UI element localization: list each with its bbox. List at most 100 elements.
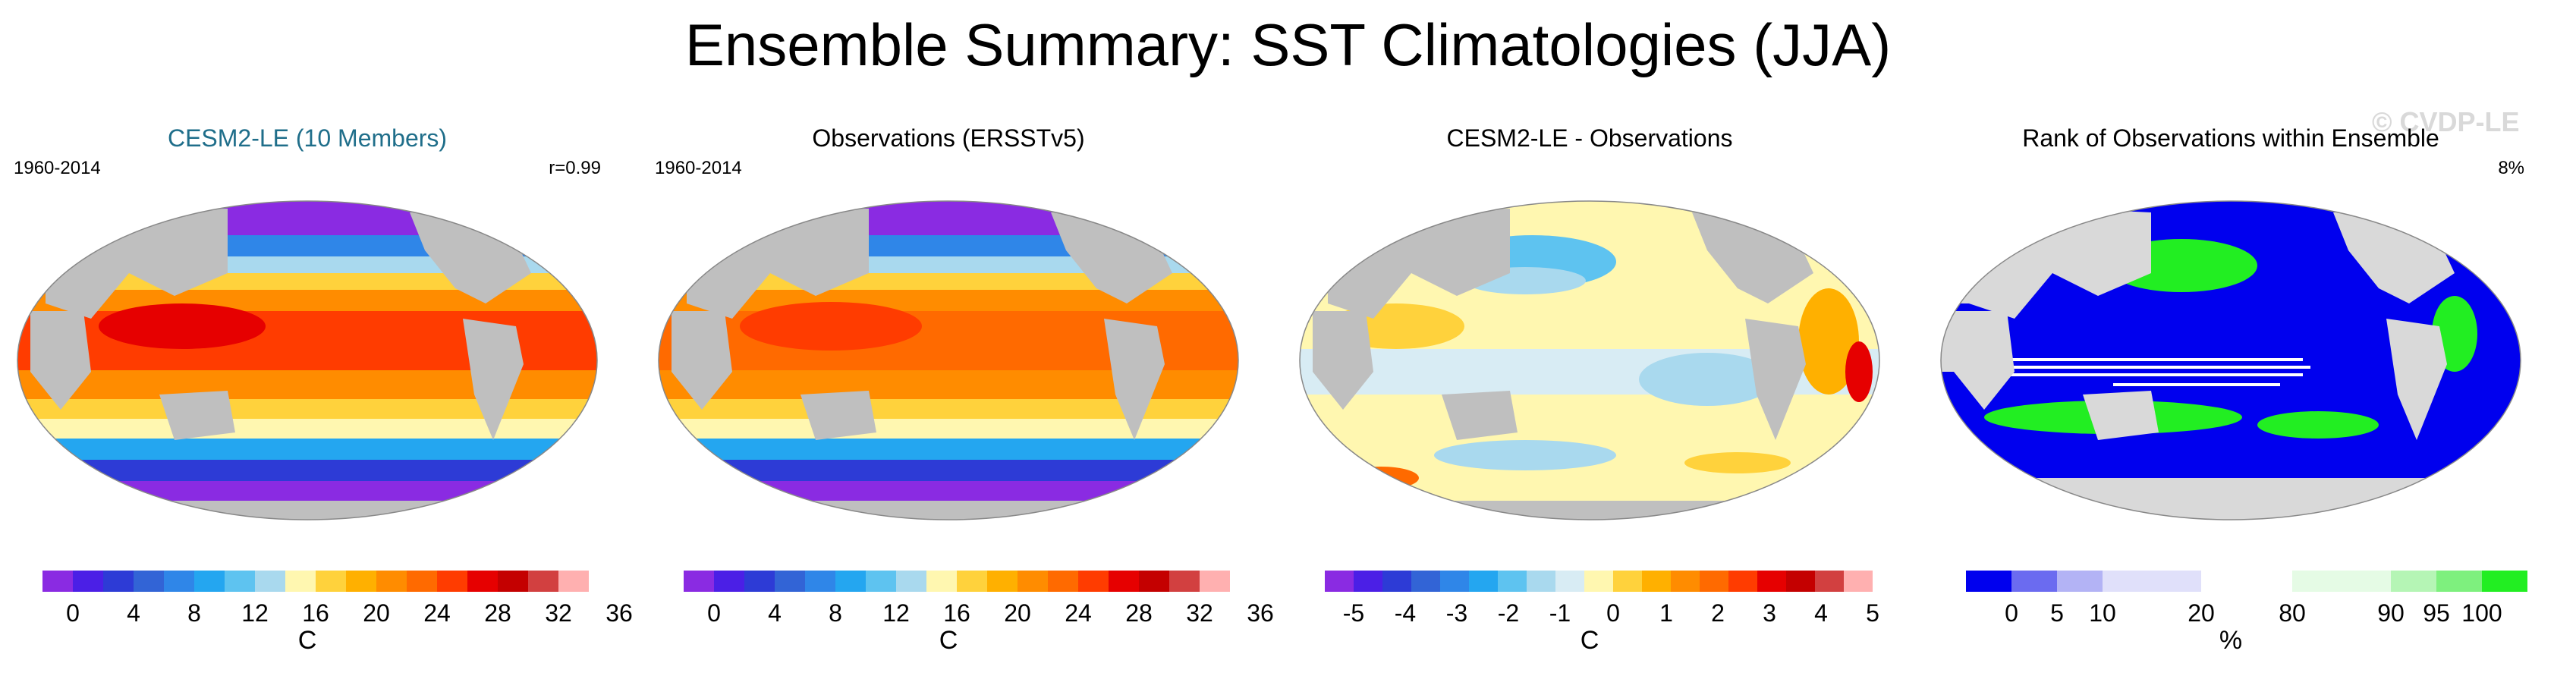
colorbar-swatch xyxy=(2292,571,2391,592)
colorbar-swatch xyxy=(1671,571,1700,592)
colorbar-swatch xyxy=(467,571,498,592)
tick-label: 0 xyxy=(66,599,80,627)
colorbar-swatch xyxy=(896,571,926,592)
colorbar-swatch xyxy=(1169,571,1200,592)
panel-difference: CESM2-LE - Observations xyxy=(1282,121,1897,676)
colorbar xyxy=(1966,571,2527,592)
land-antarctica xyxy=(1941,478,2521,520)
land-south-america xyxy=(1745,319,1806,440)
colorbar-swatch xyxy=(2103,571,2201,592)
rank-percent-label: 8% xyxy=(2498,158,2524,178)
colorbar-swatch xyxy=(194,571,225,592)
colorbar-swatch xyxy=(2391,571,2436,592)
colorbar-swatch xyxy=(1200,571,1230,592)
colorbar-swatch xyxy=(1844,571,1873,592)
colorbar-swatch xyxy=(1048,571,1078,592)
tick-label: 5 xyxy=(2050,599,2064,627)
figure-title: Ensemble Summary: SST Climatologies (JJA… xyxy=(684,11,1892,78)
tick-label: 32 xyxy=(545,599,572,627)
tick-label: 0 xyxy=(1606,599,1620,627)
colorbar-swatch xyxy=(1018,571,1048,592)
tick-label: 16 xyxy=(943,599,970,627)
panel-title: CESM2-LE (10 Members) xyxy=(167,124,448,152)
tick-label: 20 xyxy=(1004,599,1031,627)
warm-pool xyxy=(99,303,266,349)
tick-label: 4 xyxy=(127,599,140,627)
colorbar-swatch xyxy=(1469,571,1498,592)
colorbar-swatch xyxy=(73,571,103,592)
land-africa xyxy=(1313,311,1373,410)
land-africa xyxy=(672,311,732,410)
tick-label: 16 xyxy=(302,599,329,627)
land-antarctica xyxy=(1300,501,1879,520)
tick-label: -5 xyxy=(1342,599,1365,627)
period-label: 1960-2014 xyxy=(655,158,742,178)
colorbar-swatch xyxy=(498,571,528,592)
tick-label: 100 xyxy=(2461,599,2502,627)
colorbar-swatch xyxy=(1354,571,1382,592)
colorbar-swatch xyxy=(1325,571,1354,592)
tick-label: 20 xyxy=(2188,599,2215,627)
colorbar-swatch xyxy=(805,571,835,592)
colorbar-swatch xyxy=(285,571,316,592)
sst-map xyxy=(17,200,598,520)
colorbar-swatch xyxy=(1555,571,1584,592)
tick-label: 0 xyxy=(2005,599,2018,627)
land-south-america xyxy=(1104,319,1165,440)
colorbar xyxy=(684,571,1230,592)
panel-observations-climatology: Observations (ERSSTv5) 1960-2014 xyxy=(641,121,1274,676)
tick-label: 20 xyxy=(363,599,390,627)
colorbar-swatch xyxy=(134,571,164,592)
land-south-america xyxy=(2386,319,2447,440)
tick-label: 12 xyxy=(882,599,910,627)
tick-label: 95 xyxy=(2423,599,2450,627)
tick-label: -2 xyxy=(1497,599,1520,627)
colorbar-unit: C xyxy=(297,626,317,655)
tick-label: -3 xyxy=(1445,599,1468,627)
colorbar xyxy=(1325,571,1873,592)
colorbar-swatch xyxy=(684,571,714,592)
colorbar-swatch xyxy=(1411,571,1440,592)
tick-label: 4 xyxy=(768,599,782,627)
tick-label: -4 xyxy=(1394,599,1417,627)
warm-bias-atlantic xyxy=(1798,288,1859,395)
panel-rank: Rank of Observations within Ensemble 8% xyxy=(1923,121,2538,676)
colorbar-swatch xyxy=(1078,571,1109,592)
colorbar-unit: % xyxy=(2219,626,2243,655)
colorbar-swatch xyxy=(407,571,437,592)
panel-title: Rank of Observations within Ensemble xyxy=(2022,124,2439,152)
colorbar xyxy=(42,571,589,592)
colorbar-swatch xyxy=(1815,571,1844,592)
colorbar-swatch xyxy=(316,571,346,592)
colorbar-swatch xyxy=(1728,571,1757,592)
colorbar-swatch xyxy=(1966,571,2011,592)
panel-title: Observations (ERSSTv5) xyxy=(812,124,1085,152)
colorbar-swatch xyxy=(2011,571,2057,592)
cold-bias-east-pacific xyxy=(1639,353,1776,406)
land-australia xyxy=(800,391,876,440)
tick-label: 2 xyxy=(1711,599,1725,627)
colorbar-swatch xyxy=(2201,571,2292,592)
colorbar-swatch xyxy=(1109,571,1139,592)
tick-label: 12 xyxy=(241,599,269,627)
tick-label: -1 xyxy=(1549,599,1571,627)
colorbar-swatch xyxy=(1139,571,1169,592)
tick-label: 8 xyxy=(187,599,201,627)
colorbar-swatch xyxy=(164,571,194,592)
land-australia xyxy=(1442,391,1518,440)
tick-label: 28 xyxy=(484,599,511,627)
period-label: 1960-2014 xyxy=(14,158,101,178)
colorbar-swatch xyxy=(1613,571,1642,592)
rank-map xyxy=(1940,200,2521,520)
tick-label: 28 xyxy=(1125,599,1153,627)
sst-map xyxy=(658,200,1239,520)
colorbar-swatch xyxy=(558,571,589,592)
colorbar-unit: C xyxy=(1580,626,1599,655)
land-antarctica xyxy=(659,501,1238,520)
tick-label: 0 xyxy=(707,599,721,627)
colorbar-swatch xyxy=(1757,571,1786,592)
colorbar-swatch xyxy=(835,571,866,592)
tick-label: 32 xyxy=(1186,599,1213,627)
colorbar-swatch xyxy=(103,571,134,592)
tick-label: 3 xyxy=(1763,599,1776,627)
